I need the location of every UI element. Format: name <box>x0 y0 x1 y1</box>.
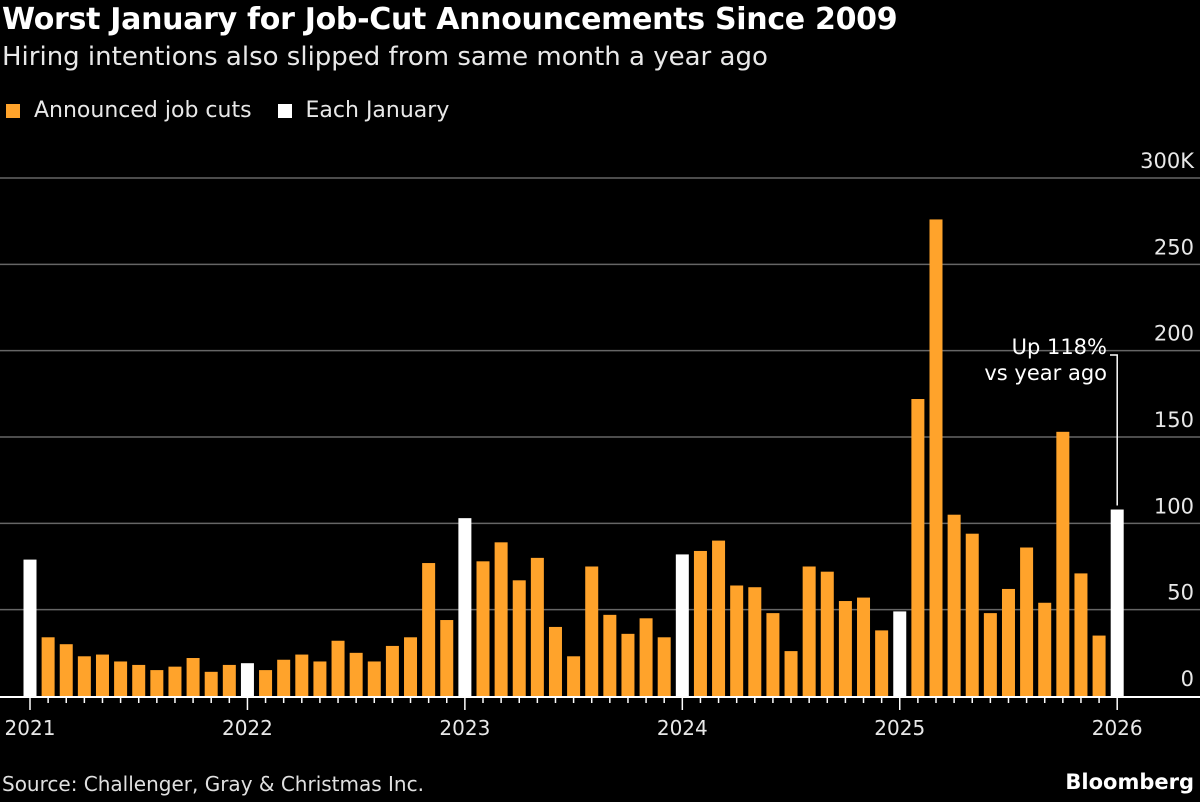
bar <box>1092 635 1106 696</box>
bar <box>621 633 635 696</box>
x-tick-label: 2023 <box>439 716 490 740</box>
bar-january <box>458 518 472 696</box>
bar <box>95 654 109 696</box>
x-tick-label: 2022 <box>222 716 273 740</box>
bar <box>385 645 399 696</box>
bar-january <box>240 663 254 696</box>
bar-january <box>1110 509 1124 696</box>
x-tick-label: 2025 <box>874 716 925 740</box>
y-tick-label: 50 <box>1167 581 1194 605</box>
x-tick-label: 2021 <box>5 716 56 740</box>
legend-item-cuts: Announced job cuts <box>6 98 252 123</box>
source-note: Source: Challenger, Gray & Christmas Inc… <box>2 772 424 796</box>
bar <box>712 540 726 696</box>
annotation-leader-line <box>1110 354 1118 506</box>
bar <box>1020 547 1034 696</box>
bar <box>965 533 979 696</box>
bar <box>404 637 418 696</box>
bar <box>313 661 327 696</box>
bar <box>947 514 961 696</box>
x-tick-label: 2024 <box>657 716 708 740</box>
bar <box>186 658 200 696</box>
bar <box>150 670 164 696</box>
bar <box>820 571 834 696</box>
bar <box>1056 431 1070 696</box>
bar <box>476 561 490 696</box>
bar <box>494 542 508 696</box>
bar-january <box>675 554 689 696</box>
bar <box>748 587 762 696</box>
bar <box>512 580 526 696</box>
chart-subtitle: Hiring intentions also slipped from same… <box>2 42 768 72</box>
y-tick-label: 100 <box>1154 494 1194 518</box>
bar <box>838 601 852 696</box>
bar <box>59 644 73 696</box>
bar <box>168 666 182 696</box>
bar <box>603 614 617 696</box>
bar <box>440 620 454 696</box>
legend-swatch-cuts <box>6 103 20 118</box>
y-tick-label: 300K <box>1140 149 1195 173</box>
bar <box>295 654 309 696</box>
bar <box>331 640 345 696</box>
bar <box>530 557 544 696</box>
bar <box>132 664 146 696</box>
bar <box>259 670 273 696</box>
bar <box>911 399 925 696</box>
bar <box>222 664 236 696</box>
bar <box>929 219 943 696</box>
bar <box>802 566 816 696</box>
bar <box>1001 588 1015 696</box>
bar <box>857 597 871 696</box>
bloomberg-logo: Bloomberg <box>1065 770 1194 794</box>
bar <box>204 671 218 696</box>
legend-swatch-january <box>277 103 292 118</box>
y-tick-label: 250 <box>1154 235 1194 259</box>
legend: Announced job cuts Each January <box>6 98 449 123</box>
legend-label-cuts: Announced job cuts <box>34 98 252 123</box>
bar <box>657 637 671 696</box>
bar <box>784 651 798 696</box>
bar <box>114 661 128 696</box>
bar <box>639 618 653 696</box>
chart-title: Worst January for Job-Cut Announcements … <box>2 2 898 37</box>
annotation-line1: Up 118% <box>1012 335 1107 359</box>
bar <box>41 637 55 696</box>
bar <box>567 656 581 696</box>
bar <box>585 566 599 696</box>
bar <box>730 585 744 696</box>
annotation-line2: vs year ago <box>984 361 1107 385</box>
bar <box>983 613 997 696</box>
bar <box>422 563 436 696</box>
bar <box>693 550 707 696</box>
bar <box>349 652 363 696</box>
y-tick-label: 0 <box>1181 667 1194 691</box>
bar <box>1074 573 1088 696</box>
annotation: Up 118% vs year ago <box>984 335 1118 506</box>
x-tick-label: 2026 <box>1092 716 1143 740</box>
bar <box>548 626 562 696</box>
y-tick-label: 150 <box>1154 408 1194 432</box>
bar <box>77 656 91 696</box>
bar <box>277 659 291 696</box>
legend-item-january: Each January <box>277 98 450 123</box>
y-tick-label: 200 <box>1154 322 1194 346</box>
legend-label-january: Each January <box>305 98 450 123</box>
bar <box>875 630 889 696</box>
bar-january <box>893 611 907 696</box>
bar <box>367 661 381 696</box>
bar <box>1038 602 1052 696</box>
bar-january <box>23 559 37 696</box>
bar <box>766 613 780 696</box>
